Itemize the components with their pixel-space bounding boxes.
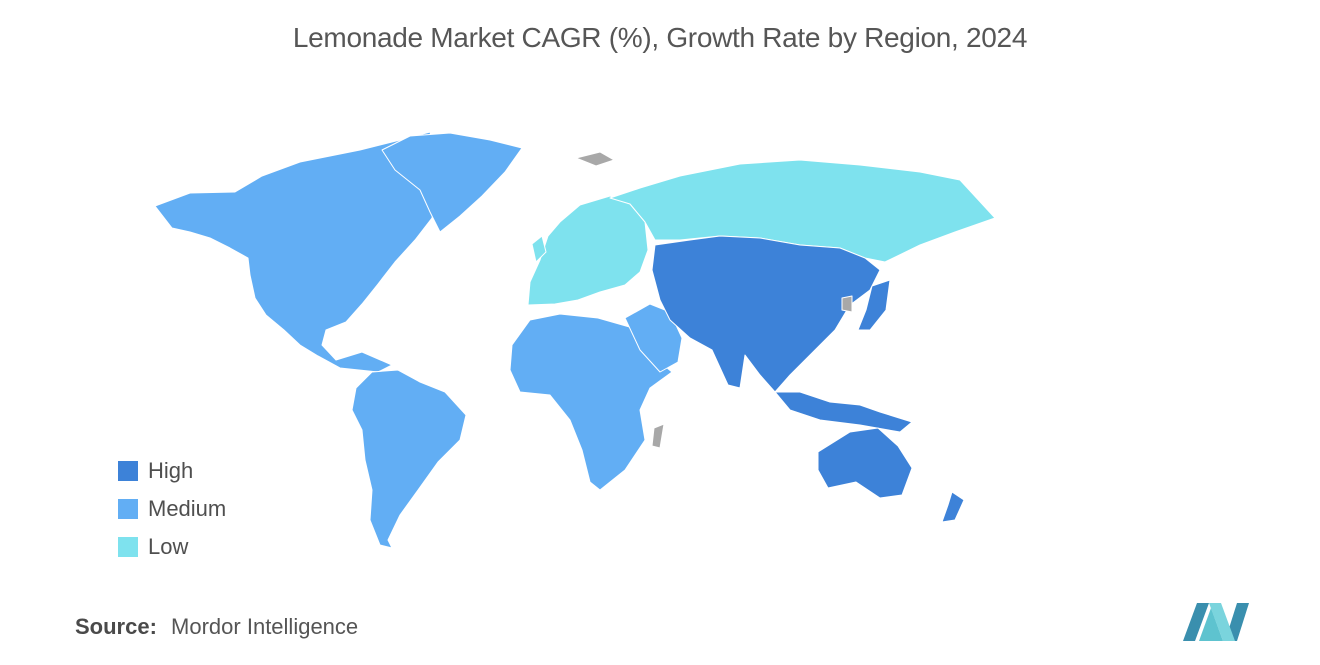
legend-swatch-high — [118, 461, 138, 481]
region-north-america — [154, 131, 441, 373]
legend-label-high: High — [148, 458, 194, 483]
source-text: Mordor Intelligence — [171, 614, 359, 639]
legend-item-medium: Medium — [118, 490, 226, 528]
region-australia — [817, 427, 913, 499]
region-russia — [609, 159, 996, 263]
mordor-intelligence-logo-icon — [1183, 603, 1249, 641]
region-uk — [531, 235, 547, 263]
legend-label-medium: Medium — [148, 496, 227, 521]
legend-swatch-medium — [118, 499, 138, 519]
source-line: Source: Mordor Intelligence — [75, 614, 358, 640]
region-svalbard — [575, 151, 615, 167]
region-new-zealand — [941, 491, 965, 523]
region-south-america — [351, 369, 467, 549]
region-middle-east — [624, 303, 683, 373]
chart-title: Lemonade Market CAGR (%), Growth Rate by… — [292, 22, 1028, 53]
region-greenland — [381, 132, 523, 233]
source-label: Source: — [75, 614, 157, 639]
legend: High Medium Low — [118, 452, 226, 566]
region-africa — [509, 313, 673, 491]
legend-item-high: High — [118, 452, 226, 490]
region-korea — [841, 295, 853, 313]
region-se-asia — [774, 391, 913, 433]
legend-item-low: Low — [118, 528, 226, 566]
legend-swatch-low — [118, 537, 138, 557]
legend-label-low: Low — [148, 534, 189, 559]
region-japan — [857, 279, 891, 331]
region-madagascar — [651, 423, 665, 449]
region-asia — [651, 235, 881, 393]
